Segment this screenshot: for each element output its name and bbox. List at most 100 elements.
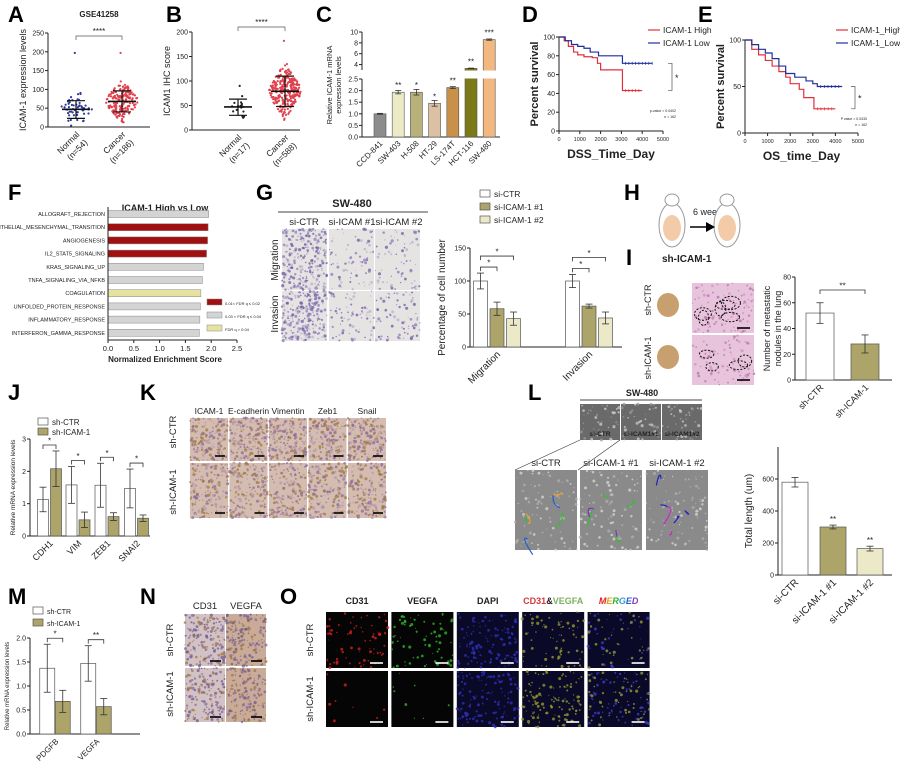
image-texture	[207, 441, 211, 445]
image-texture	[563, 545, 566, 548]
image-texture	[284, 251, 287, 253]
k-column-header: ICAM-1	[195, 406, 224, 416]
image-texture	[291, 493, 294, 495]
image-texture	[247, 447, 251, 450]
image-texture	[253, 682, 256, 685]
image-texture	[239, 512, 243, 516]
image-texture	[210, 446, 212, 448]
image-texture	[739, 374, 742, 377]
image-texture	[359, 328, 361, 330]
image-texture	[261, 504, 264, 507]
image-texture	[618, 535, 621, 538]
image-texture	[280, 451, 284, 454]
image-texture	[276, 486, 278, 488]
bar	[107, 289, 202, 297]
image-texture	[259, 443, 263, 447]
image-texture	[266, 442, 269, 445]
image-texture	[364, 452, 367, 456]
image-texture	[231, 642, 233, 644]
image-texture	[229, 638, 232, 641]
image-texture	[192, 665, 194, 667]
image-texture	[320, 424, 323, 426]
image-texture	[308, 270, 312, 274]
image-texture	[218, 433, 222, 437]
image-texture	[194, 484, 197, 487]
image-texture	[230, 700, 233, 703]
image-texture	[212, 637, 215, 640]
image-texture	[193, 446, 195, 448]
image-texture	[247, 708, 249, 710]
data-point	[285, 94, 288, 97]
image-texture	[193, 688, 197, 692]
image-texture	[575, 497, 578, 501]
image-texture	[309, 516, 313, 520]
bar	[428, 103, 441, 138]
image-texture	[286, 316, 290, 320]
image-texture	[734, 382, 737, 384]
image-texture	[377, 252, 381, 256]
image-texture	[329, 455, 332, 458]
image-texture	[254, 678, 256, 680]
image-texture	[291, 501, 294, 504]
image-texture	[599, 422, 603, 426]
image-texture	[235, 663, 237, 666]
legend-label: ICAM-1_High	[851, 25, 900, 35]
image-texture	[376, 449, 380, 452]
image-texture	[319, 457, 322, 461]
image-texture	[409, 293, 411, 296]
data-point	[111, 97, 114, 100]
image-texture	[331, 434, 335, 438]
image-texture	[211, 679, 214, 682]
image-texture	[311, 320, 314, 323]
image-texture	[349, 501, 351, 504]
image-texture	[285, 244, 289, 248]
image-texture	[305, 243, 308, 246]
image-texture	[223, 447, 227, 450]
image-texture	[336, 451, 339, 454]
image-texture	[251, 488, 253, 491]
image-texture	[655, 433, 658, 437]
image-texture	[313, 293, 317, 297]
image-texture	[328, 490, 332, 494]
image-texture	[353, 439, 357, 444]
image-texture	[705, 361, 708, 363]
image-texture	[378, 287, 381, 290]
image-texture	[194, 512, 197, 515]
image-texture	[248, 630, 250, 632]
image-texture	[330, 309, 332, 312]
image-texture	[670, 407, 674, 411]
image-texture	[268, 446, 271, 450]
image-texture	[285, 433, 288, 435]
image-texture	[348, 432, 352, 436]
image-texture	[321, 460, 323, 462]
image-texture	[250, 491, 252, 493]
metastatic-nodule-outline	[698, 349, 715, 359]
image-texture	[379, 456, 382, 459]
image-texture	[301, 418, 304, 422]
significance-label: **	[450, 77, 456, 86]
image-texture	[341, 425, 343, 428]
image-texture	[591, 432, 595, 436]
image-texture	[524, 497, 528, 500]
image-texture	[201, 494, 203, 496]
image-texture	[210, 420, 213, 422]
image-texture	[290, 449, 294, 453]
image-texture	[414, 323, 418, 327]
image-texture	[691, 302, 693, 304]
image-texture	[183, 647, 188, 651]
image-texture	[369, 251, 371, 253]
image-texture	[745, 376, 748, 379]
image-texture	[254, 446, 256, 448]
image-texture	[711, 284, 714, 288]
image-texture	[303, 446, 307, 450]
image-texture	[294, 325, 296, 327]
image-texture	[214, 425, 218, 428]
data-point	[292, 86, 295, 89]
image-texture	[374, 338, 378, 342]
image-texture	[287, 310, 290, 313]
image-texture	[261, 614, 264, 617]
image-texture	[284, 513, 287, 516]
chart-f: ICAM-1 High vs LowALLOGRAFT_REJECTIONEPI…	[0, 203, 262, 364]
image-texture	[284, 444, 287, 447]
